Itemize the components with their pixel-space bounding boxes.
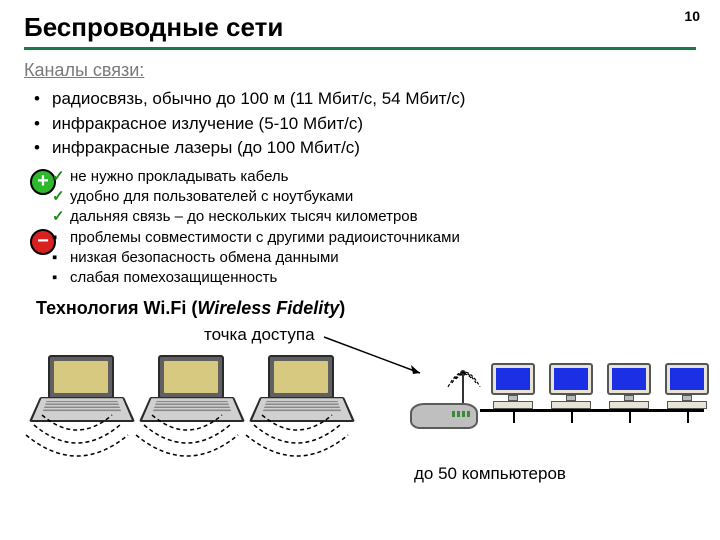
pro-item: дальняя связь – до нескольких тысяч кило…	[70, 207, 696, 227]
slide-title: Беспроводные сети	[24, 12, 696, 50]
con-item: слабая помехозащищенность	[70, 268, 696, 288]
tech-suffix: )	[339, 298, 345, 318]
tech-heading: Технология Wi.Fi (Wireless Fidelity)	[36, 298, 696, 319]
con-item: низкая безопасность обмена данными	[70, 248, 696, 268]
desktop-icon	[548, 363, 594, 413]
section-channels-label: Каналы связи:	[24, 60, 696, 81]
page-number: 10	[684, 8, 700, 24]
slide-root: 10 Беспроводные сети Каналы связи: радио…	[0, 0, 720, 540]
channel-item: инфракрасные лазеры (до 100 Мбит/с)	[52, 136, 696, 161]
network-diagram: до 50 компьютеров	[24, 349, 704, 504]
max-computers-caption: до 50 компьютеров	[414, 464, 566, 484]
laptop-icon	[38, 355, 126, 431]
channel-list: радиосвязь, обычно до 100 м (11 Мбит/с, …	[24, 87, 696, 161]
channel-item: радиосвязь, обычно до 100 м (11 Мбит/с, …	[52, 87, 696, 112]
laptop-icon	[148, 355, 236, 431]
pro-item: не нужно прокладывать кабель	[70, 167, 696, 187]
desktop-icon	[490, 363, 536, 413]
desktop-icon	[664, 363, 710, 413]
router-waves-icon	[444, 357, 484, 387]
access-point-label: точка доступа	[204, 325, 696, 345]
tech-italic: Wireless Fidelity	[197, 298, 339, 318]
tech-prefix: Технология Wi.Fi (	[36, 298, 197, 318]
router-icon	[404, 379, 484, 429]
channel-item: инфракрасное излучение (5-10 Мбит/с)	[52, 112, 696, 137]
laptop-icon	[258, 355, 346, 431]
con-item: проблемы совместимости с другими радиоис…	[70, 228, 696, 248]
pros-cons-block: + − не нужно прокладывать кабель удобно …	[24, 167, 696, 289]
desktop-icon	[606, 363, 652, 413]
pro-item: удобно для пользователей с ноутбуками	[70, 187, 696, 207]
